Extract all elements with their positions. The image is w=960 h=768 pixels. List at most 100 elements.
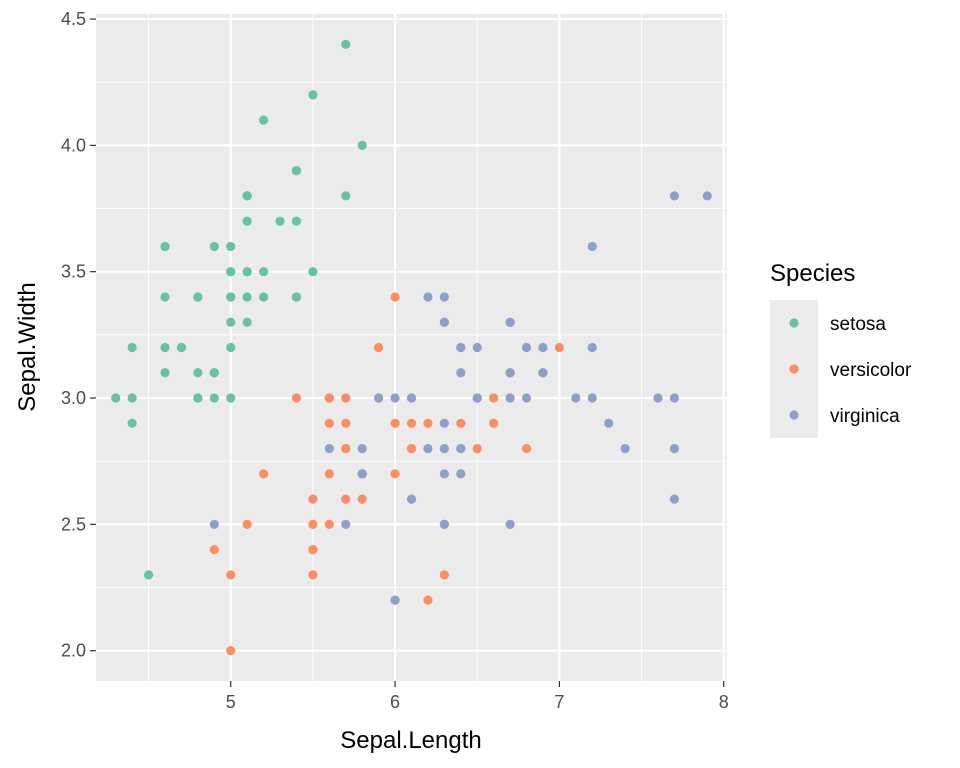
y-tick-label: 2.5 (61, 514, 86, 534)
data-point-virginica (669, 443, 680, 454)
data-point-setosa (242, 191, 252, 201)
data-point-setosa (193, 368, 203, 378)
data-point-versicolor (472, 443, 482, 454)
data-point-setosa (160, 368, 170, 378)
data-point-virginica (390, 393, 400, 403)
x-tick-label: 5 (226, 692, 236, 712)
data-point-virginica (472, 342, 482, 353)
data-point-setosa (160, 292, 170, 302)
data-point-setosa (259, 292, 269, 302)
data-point-versicolor (423, 595, 433, 605)
data-point-virginica (456, 469, 466, 479)
data-point-setosa (226, 241, 236, 252)
data-point-setosa (242, 267, 252, 277)
grid-major (96, 14, 727, 681)
data-point-versicolor (489, 393, 499, 403)
data-point-versicolor (324, 418, 334, 428)
legend-key-setosa (789, 318, 799, 328)
x-tick-label: 6 (390, 692, 400, 712)
data-point-setosa (143, 570, 154, 580)
data-point-setosa (226, 292, 236, 302)
data-point-virginica (406, 494, 417, 504)
data-point-setosa (193, 292, 203, 302)
data-point-versicolor (259, 469, 269, 479)
data-point-virginica (324, 443, 334, 454)
legend-label-setosa: setosa (830, 314, 886, 335)
data-point-virginica (669, 393, 680, 403)
data-point-versicolor (341, 418, 351, 428)
data-point-virginica (456, 368, 466, 378)
data-point-virginica (505, 393, 515, 403)
data-point-setosa (160, 342, 170, 353)
y-tick-label: 3.5 (61, 262, 86, 282)
data-point-versicolor (456, 418, 466, 428)
data-point-setosa (308, 267, 318, 277)
data-point-setosa (160, 241, 170, 252)
data-point-setosa (193, 393, 203, 403)
data-point-virginica (587, 342, 597, 353)
plot-panel (96, 14, 727, 681)
data-point-versicolor (521, 443, 532, 454)
x-tick-label: 7 (554, 692, 564, 712)
data-point-virginica (505, 317, 515, 327)
data-point-virginica (587, 393, 597, 403)
data-point-setosa (127, 393, 137, 403)
data-point-setosa (176, 342, 187, 353)
data-point-versicolor (308, 494, 318, 504)
data-point-virginica (669, 191, 680, 201)
data-point-versicolor (226, 646, 236, 656)
data-point-versicolor (324, 393, 334, 403)
data-point-virginica (423, 443, 433, 454)
data-point-setosa (275, 216, 285, 226)
x-axis: 5 6 7 8 (226, 681, 729, 712)
y-tick-label: 4.0 (61, 135, 86, 155)
data-point-versicolor (406, 418, 417, 428)
data-point-setosa (291, 166, 302, 176)
data-point-setosa (341, 191, 351, 201)
data-point-setosa (127, 418, 137, 428)
legend-label-virginica: virginica (830, 406, 900, 427)
data-point-setosa (242, 292, 252, 302)
data-point-setosa (291, 216, 302, 226)
data-point-versicolor (308, 519, 318, 529)
data-point-versicolor (390, 418, 400, 428)
y-axis-title: Sepal.Width (14, 282, 41, 411)
y-axis: 2.0 2.5 3.0 3.5 4.0 4.5 (61, 9, 96, 661)
data-point-virginica (406, 393, 417, 403)
data-point-setosa (308, 90, 318, 100)
data-point-versicolor (374, 342, 384, 353)
data-point-setosa (242, 216, 252, 226)
data-point-virginica (357, 443, 367, 454)
data-point-virginica (423, 292, 433, 302)
legend-title: Species (770, 260, 855, 287)
data-point-setosa (259, 115, 269, 125)
data-point-virginica (669, 494, 680, 504)
y-tick-label: 3.0 (61, 388, 86, 408)
data-point-versicolor (554, 342, 564, 353)
data-point-virginica (653, 393, 663, 403)
legend-key-virginica (789, 410, 799, 420)
data-point-versicolor (291, 393, 302, 403)
data-point-virginica (620, 443, 630, 454)
data-point-virginica (456, 443, 466, 454)
data-point-virginica (587, 241, 597, 252)
data-point-versicolor (341, 443, 351, 454)
data-point-virginica (472, 393, 482, 403)
data-point-virginica (357, 469, 367, 479)
data-point-versicolor (341, 494, 351, 504)
data-point-versicolor (341, 393, 351, 403)
data-point-virginica (439, 317, 449, 327)
x-tick-label: 8 (719, 692, 729, 712)
data-point-versicolor (226, 570, 236, 580)
data-point-versicolor (209, 545, 219, 555)
data-point-versicolor (390, 469, 400, 479)
data-points (111, 39, 712, 656)
data-point-setosa (111, 393, 121, 403)
data-point-virginica (439, 519, 449, 529)
data-point-virginica (456, 342, 466, 353)
data-point-versicolor (489, 418, 499, 428)
data-point-setosa (226, 393, 236, 403)
data-point-versicolor (308, 545, 318, 555)
data-point-setosa (341, 39, 351, 49)
